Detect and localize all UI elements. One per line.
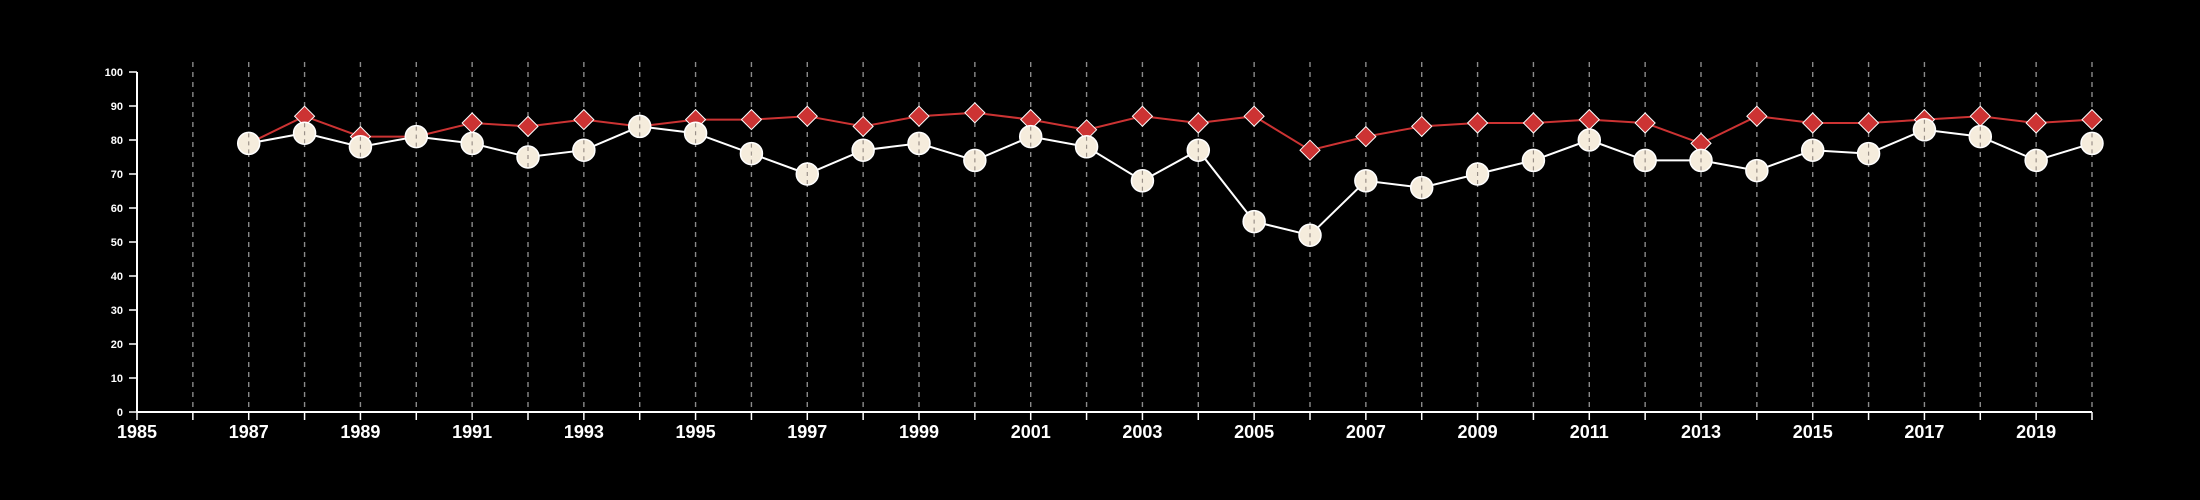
x-tick-label: 2009 <box>1458 422 1498 442</box>
x-tick-label: 1991 <box>452 422 492 442</box>
diamond-point <box>2025 112 2047 134</box>
diamond-point <box>1857 112 1880 134</box>
diamond-point <box>1802 112 1824 134</box>
diamond-point <box>2081 108 2103 131</box>
diamond-point <box>1299 139 1321 161</box>
y-tick-label: 60 <box>111 203 123 215</box>
diamond-point <box>1969 105 1991 127</box>
x-tick-label: 2019 <box>2016 422 2056 442</box>
y-tick-label: 10 <box>111 373 123 385</box>
diamond-point <box>1243 105 1265 127</box>
diamond-point <box>461 112 483 134</box>
y-tick-label: 100 <box>105 67 123 79</box>
diamond-point <box>1466 112 1489 134</box>
x-tick-label: 1995 <box>676 422 716 442</box>
x-tick-label: 1999 <box>899 422 939 442</box>
y-tick-label: 20 <box>111 339 123 351</box>
diamond-point <box>1746 105 1768 127</box>
diamond-point <box>1522 112 1545 134</box>
series <box>236 102 2104 247</box>
x-tick-label: 1997 <box>787 422 827 442</box>
diamond-point <box>573 108 595 131</box>
x-tick-label: 2007 <box>1346 422 1386 442</box>
series-line-diamonds <box>248 111 2093 152</box>
diamond-point <box>908 105 930 127</box>
y-tick-label: 40 <box>111 271 123 283</box>
diamond-point <box>1634 112 1656 134</box>
diamond-point <box>1131 105 1154 127</box>
x-tick-label: 2003 <box>1122 422 1162 442</box>
diamond-point <box>1578 108 1600 131</box>
x-tick-label: 2013 <box>1681 422 1721 442</box>
x-tick-label: 2011 <box>1570 422 1609 442</box>
x-tick-label: 1993 <box>564 422 604 442</box>
diamond-point <box>1187 112 1209 134</box>
x-tick-label: 2005 <box>1234 422 1274 442</box>
y-tick-label: 70 <box>111 169 123 181</box>
y-tick-label: 50 <box>111 237 123 249</box>
diamond-point <box>852 115 874 138</box>
axes: 0 10 20 30 40 50 60 70 80 90 100 1985 1987 1989 1991 19… <box>105 67 2093 442</box>
x-tick-label: 2015 <box>1793 422 1833 442</box>
diamond-point <box>1411 115 1433 138</box>
y-tick-label: 90 <box>111 101 123 113</box>
x-tick-label: 1985 <box>117 422 157 442</box>
y-tick-label: 0 <box>117 407 123 419</box>
x-tick-label: 2001 <box>1011 422 1051 442</box>
x-tick-label: 2017 <box>1904 422 1944 442</box>
x-tick-label: 1987 <box>229 422 269 442</box>
diamond-point <box>1355 125 1377 148</box>
y-tick-label: 80 <box>111 135 123 147</box>
series-line-circles <box>248 125 2093 237</box>
x-tick-label: 1989 <box>340 422 380 442</box>
diamond-point <box>517 115 539 138</box>
diamond-point <box>740 108 763 131</box>
y-tick-label: 30 <box>111 305 123 317</box>
diamond-point <box>964 102 986 124</box>
diamond-point <box>796 105 818 127</box>
